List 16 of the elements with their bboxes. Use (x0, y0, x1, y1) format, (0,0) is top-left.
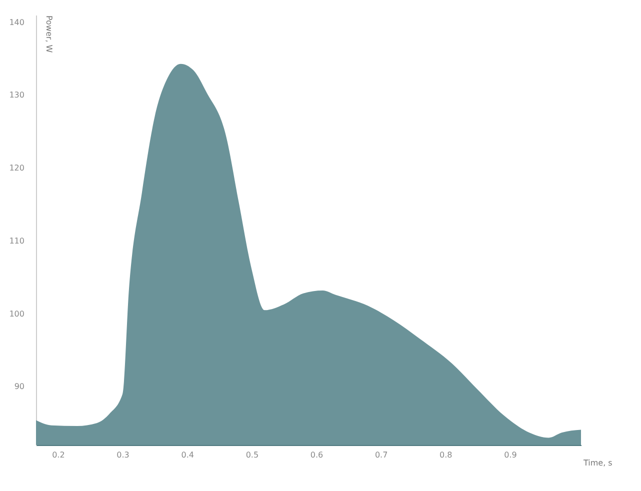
x-tick-label: 0.3 (116, 450, 130, 460)
y-tick-label: 120 (9, 164, 24, 173)
x-axis-title: Time, s (582, 458, 612, 468)
y-tick-label: 100 (9, 309, 24, 318)
x-tick-label: 0.2 (52, 450, 65, 460)
x-tick-label: 0.6 (310, 450, 324, 460)
y-tick-label: 110 (9, 236, 24, 246)
y-tick-label: 90 (14, 382, 24, 392)
x-tick-label: 0.9 (504, 450, 517, 460)
x-tick-label: 0.5 (246, 450, 259, 460)
x-tick-label: 0.8 (440, 450, 452, 460)
x-tick-label: 0.7 (374, 450, 388, 460)
y-axis-title: Power, W (44, 16, 54, 53)
x-tick-label: 0.4 (181, 450, 194, 460)
y-tick-label: 140 (9, 18, 24, 27)
y-tick-label: 130 (9, 90, 24, 100)
